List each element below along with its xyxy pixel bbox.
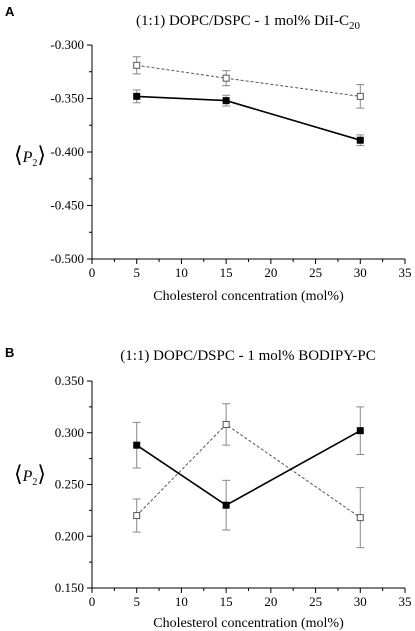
series-line: [136, 430, 361, 507]
series-solid: [132, 406, 365, 531]
y-tick-label: -0.300: [50, 37, 84, 52]
x-tick-label: 15: [220, 265, 233, 280]
x-tick-label: 20: [264, 594, 277, 609]
data-point: [133, 61, 141, 69]
x-tick-label: 5: [133, 265, 140, 280]
panel-letter: B: [5, 345, 14, 360]
x-tick-label: 25: [309, 594, 322, 609]
x-tick-label: 30: [354, 594, 367, 609]
x-tick-label: 15: [220, 594, 233, 609]
x-tick-label: 10: [175, 594, 188, 609]
chart-title-main: (1:1) DOPC/DSPC - 1 mol% DiI-C: [136, 13, 349, 29]
x-tick-label: 25: [309, 265, 322, 280]
data-point: [222, 501, 230, 509]
y-tick-label: -0.400: [50, 144, 84, 159]
y-label-main: P: [22, 468, 33, 485]
data-point: [133, 512, 141, 520]
chart-title-main: (1:1) DOPC/DSPC - 1 mol% BODIPY-PC: [120, 348, 375, 364]
series-line: [136, 95, 361, 141]
data-point: [356, 514, 364, 522]
data-point: [356, 427, 364, 435]
x-tick-label: 20: [264, 265, 277, 280]
y-label-close-bracket: ⟩: [37, 461, 46, 486]
data-point: [222, 74, 230, 82]
panel-letter: A: [5, 4, 15, 19]
series-line: [136, 64, 361, 97]
data-point: [222, 97, 230, 105]
chart-title: (1:1) DOPC/DSPC - 1 mol% BODIPY-PC: [120, 348, 375, 364]
x-tick-label: 5: [133, 594, 140, 609]
data-point: [356, 92, 364, 100]
y-label-open-bracket: ⟨: [14, 461, 23, 486]
chart-panel-b: B (1:1) DOPC/DSPC - 1 mol% BODIPY-PC 0 5 10 1…: [5, 345, 412, 631]
chart-title-subscript: 20: [349, 20, 361, 32]
y-label-subscript: 2: [32, 477, 37, 488]
y-axis-label: ⟨P2⟩: [14, 142, 46, 169]
data-point: [356, 136, 364, 144]
x-axis-title: Cholesterol concentration (mol%): [153, 616, 344, 631]
x-tick-label: 0: [89, 265, 96, 280]
y-label-main: P: [22, 149, 33, 166]
y-tick-label: 0.350: [55, 373, 84, 388]
x-axis-title: Cholesterol concentration (mol%): [153, 289, 344, 304]
series-solid: [132, 89, 365, 147]
x-tick-label: 35: [399, 594, 412, 609]
x-tick-label: 0: [89, 594, 96, 609]
y-tick-label: -0.450: [50, 198, 84, 213]
y-tick-label: -0.350: [50, 91, 84, 106]
y-label-close-bracket: ⟩: [37, 142, 46, 167]
y-tick-label: 0.150: [55, 580, 84, 595]
x-tick-label: 35: [399, 265, 412, 280]
y-tick-label: 0.300: [55, 425, 84, 440]
data-point: [222, 420, 230, 428]
data-point: [133, 92, 141, 100]
y-tick-label: -0.500: [50, 251, 84, 266]
series-dashed: [132, 56, 365, 109]
chart-title: (1:1) DOPC/DSPC - 1 mol% DiI-C20: [136, 13, 360, 32]
y-axis-label: ⟨P2⟩: [14, 461, 46, 488]
series-dashed: [132, 403, 365, 549]
x-tick-label: 30: [354, 265, 367, 280]
y-label-open-bracket: ⟨: [14, 142, 23, 167]
series-line: [136, 423, 361, 519]
y-label-subscript: 2: [32, 158, 37, 169]
y-tick-label: 0.250: [55, 477, 84, 492]
y-tick-label: 0.200: [55, 528, 84, 543]
data-point: [133, 441, 141, 449]
x-tick-label: 10: [175, 265, 188, 280]
